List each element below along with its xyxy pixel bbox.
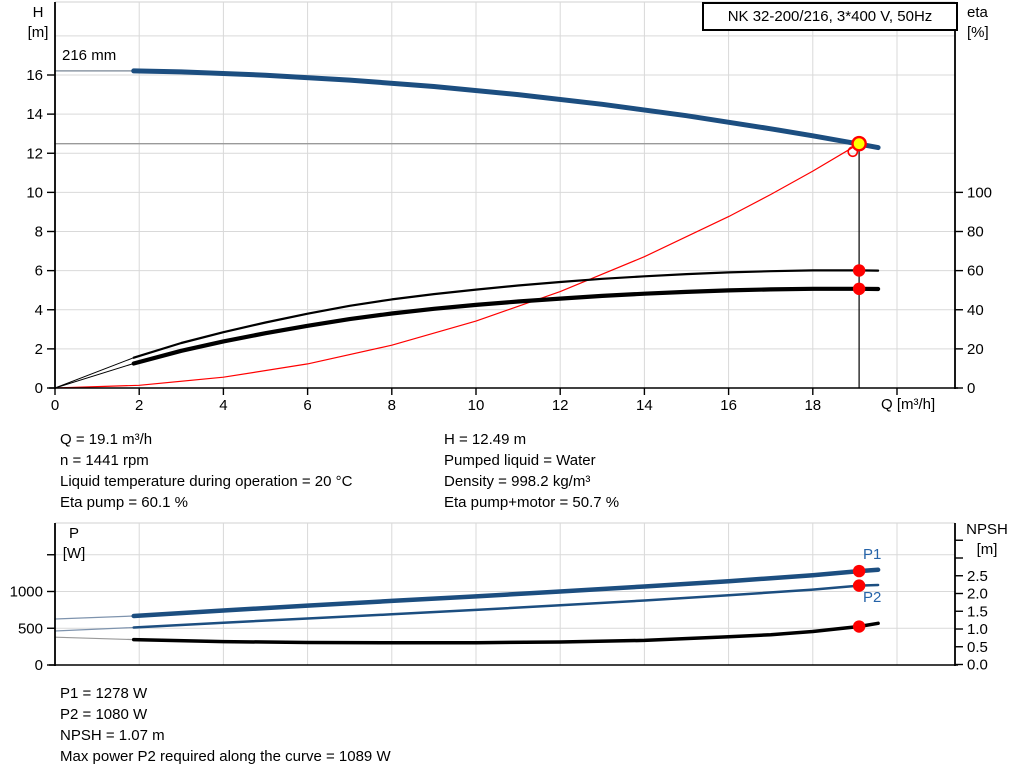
- duty-info-right: H = 12.49 m Pumped liquid = Water Densit…: [444, 429, 619, 513]
- npsh-extension: [54, 636, 135, 641]
- duty-point[interactable]: [851, 135, 867, 152]
- eta-pump-duty-point[interactable]: [852, 264, 866, 277]
- x-tick-label: 6: [303, 397, 311, 414]
- p2-curve: [132, 583, 880, 629]
- eta-pump-motor-duty-point[interactable]: [852, 282, 866, 296]
- left-tick-label: 6: [35, 263, 43, 280]
- x-tick-label: 4: [219, 397, 227, 414]
- h-axis-header: H [m]: [16, 3, 60, 43]
- right-tick-label: 0: [967, 380, 975, 397]
- left-tick-label: 500: [18, 620, 43, 637]
- right-tick-label: 2.5: [967, 568, 988, 585]
- info-liquid-temperature: Liquid temperature during operation = 20…: [60, 473, 353, 490]
- x-tick-label: 16: [720, 397, 737, 414]
- right-tick-label: 100: [967, 184, 992, 201]
- left-tick-label: 16: [26, 67, 43, 84]
- left-tick-label: 10: [26, 184, 43, 201]
- right-tick-label: 60: [967, 263, 984, 280]
- info-npsh: NPSH = 1.07 m: [60, 727, 165, 744]
- x-tick-label: 10: [468, 397, 485, 414]
- power-chart: 0 500 1000 0.00.51.01.52.02.5: [10, 522, 988, 674]
- eta-pump-motor-curve: [131, 286, 881, 366]
- right-tick-label: 80: [967, 224, 984, 241]
- left-tick-label: 0: [35, 380, 43, 397]
- left-tick-label: 8: [35, 224, 43, 241]
- info-head: H = 12.49 m: [444, 431, 527, 448]
- npsh-duty-point[interactable]: [852, 620, 866, 633]
- left-tick-label: 1000: [10, 584, 43, 601]
- eta-axis-name: eta: [967, 4, 988, 21]
- info-eta-pump-motor: Eta pump+motor = 50.7 %: [444, 494, 620, 511]
- duty-info-bottom: P1 = 1278 W P2 = 1080 W NPSH = 1.07 m Ma…: [60, 683, 391, 767]
- p2-extension: [54, 626, 135, 632]
- duty-info-left: Q = 19.1 m³/h n = 1441 rpm Liquid temper…: [60, 429, 352, 513]
- system-curve: [54, 143, 860, 389]
- right-tick-label: 1.0: [967, 621, 988, 638]
- left-tick-label: 14: [26, 106, 43, 123]
- q-axis-label: Q [m³/h]: [881, 396, 936, 413]
- eta-axis-unit: [%]: [967, 24, 989, 41]
- info-flow: Q = 19.1 m³/h: [60, 431, 153, 448]
- p2-duty-point[interactable]: [852, 579, 866, 592]
- p1-curve-label: P1: [863, 546, 882, 563]
- npsh-axis-unit: [m]: [976, 541, 998, 558]
- info-speed: n = 1441 rpm: [60, 452, 149, 469]
- right-tick-label: 20: [967, 341, 984, 358]
- h-axis-unit: [m]: [27, 24, 49, 41]
- p2-curve-label: P2: [863, 589, 882, 606]
- info-max-power: Max power P2 required along the curve = …: [60, 748, 391, 765]
- p1-duty-point[interactable]: [852, 564, 866, 578]
- x-tick-label: 2: [135, 397, 143, 414]
- npsh-axis-header: NPSH [m]: [957, 520, 1017, 560]
- p-axis-name: P: [68, 525, 79, 542]
- x-tick-label: 18: [804, 397, 821, 414]
- x-tick-label: 8: [388, 397, 396, 414]
- p1-curve: [131, 567, 881, 619]
- left-tick-label: 4: [35, 302, 43, 319]
- right-tick-label: 0.0: [967, 657, 988, 674]
- left-tick-label: 2: [35, 341, 43, 358]
- pump-title-box: NK 32-200/216, 3*400 V, 50Hz: [702, 2, 958, 31]
- info-p1: P1 = 1278 W: [60, 685, 148, 702]
- p-axis-unit: [W]: [62, 545, 86, 562]
- eta-pump-extension: [54, 357, 135, 389]
- p-axis-header: P [W]: [54, 524, 94, 564]
- left-tick-label: 12: [26, 145, 43, 162]
- qh-chart: 0 2 4 6 8 10 12 14 16 18 0 2 4 6 8 10 12 14 16 0 20 40 60 80 100: [26, 1, 992, 414]
- pump-title: NK 32-200/216, 3*400 V, 50Hz: [727, 8, 933, 25]
- right-tick-label: 0.5: [967, 639, 988, 656]
- head-curve-216mm: [131, 68, 881, 151]
- x-tick-label: 0: [51, 397, 59, 414]
- h-axis-name: H: [32, 4, 44, 21]
- npsh-curve: [131, 621, 880, 645]
- x-tick-label: 14: [636, 397, 653, 414]
- right-tick-label: 1.5: [967, 603, 988, 620]
- x-tick-label: 12: [552, 397, 569, 414]
- impeller-diameter-label: 216 mm: [62, 47, 117, 64]
- p1-extension: [54, 615, 135, 620]
- eta-pump-motor-extension: [54, 363, 135, 389]
- npsh-axis-name: NPSH: [966, 521, 1008, 538]
- info-density: Density = 998.2 kg/m³: [444, 473, 591, 490]
- eta-pump-curve: [132, 269, 880, 359]
- right-tick-label: 2.0: [967, 586, 988, 603]
- info-p2: P2 = 1080 W: [60, 706, 148, 723]
- right-tick-label: 40: [967, 302, 984, 319]
- info-eta-pump: Eta pump = 60.1 %: [60, 494, 188, 511]
- eta-axis-header: eta [%]: [967, 3, 989, 43]
- left-tick-label: 0: [35, 657, 43, 674]
- info-pumped-liquid: Pumped liquid = Water: [444, 452, 596, 469]
